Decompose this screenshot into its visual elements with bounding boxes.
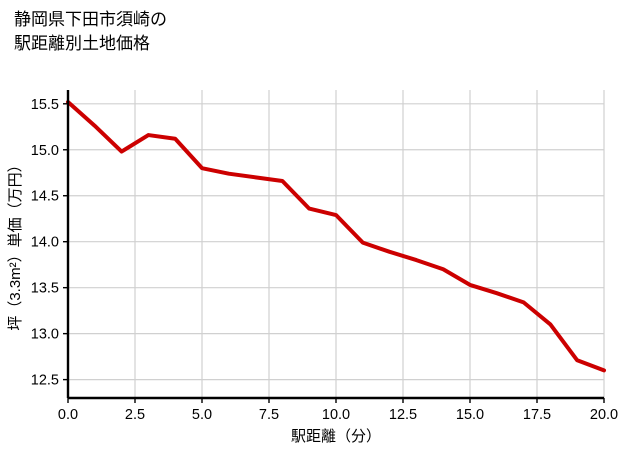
price-line-series bbox=[66, 99, 606, 373]
y-tick-label: 14.0 bbox=[31, 235, 59, 251]
y-axis-ticks bbox=[63, 103, 68, 381]
chart-title-line1: 静岡県下田市須崎の bbox=[14, 10, 167, 29]
x-tick-label: 12.5 bbox=[389, 407, 417, 423]
x-axis-title: 駅距離（分） bbox=[291, 427, 381, 445]
x-axis-tick-labels: 0.0 2.5 5.0 7.5 10.0 12.5 15.0 17.5 20.0 bbox=[58, 407, 618, 423]
x-tick-label: 17.5 bbox=[523, 407, 551, 423]
y-tick-label: 13.0 bbox=[31, 327, 59, 343]
x-tick-label: 15.0 bbox=[456, 407, 484, 423]
x-tick-label: 7.5 bbox=[259, 407, 279, 423]
x-tick-label: 0.0 bbox=[58, 407, 78, 423]
x-axis-ticks bbox=[67, 398, 605, 403]
chart-title: 静岡県下田市須崎の 駅距離別土地価格 bbox=[14, 8, 167, 56]
y-tick-label: 12.5 bbox=[31, 373, 59, 389]
x-tick-label: 10.0 bbox=[322, 407, 350, 423]
y-tick-label: 13.5 bbox=[31, 281, 59, 297]
y-tick-label: 15.0 bbox=[31, 143, 59, 159]
y-axis-title: 坪（3.3m²）単価（万円） bbox=[7, 157, 24, 330]
chart-title-line2: 駅距離別土地価格 bbox=[14, 34, 150, 54]
x-tick-label: 20.0 bbox=[590, 407, 618, 423]
x-tick-label: 5.0 bbox=[192, 407, 212, 423]
y-axis-tick-labels: 12.5 13.0 13.5 14.0 14.5 15.0 15.5 bbox=[31, 97, 59, 389]
x-tick-label: 2.5 bbox=[125, 407, 145, 423]
y-tick-label: 14.5 bbox=[31, 189, 59, 205]
y-tick-label: 15.5 bbox=[31, 97, 59, 113]
